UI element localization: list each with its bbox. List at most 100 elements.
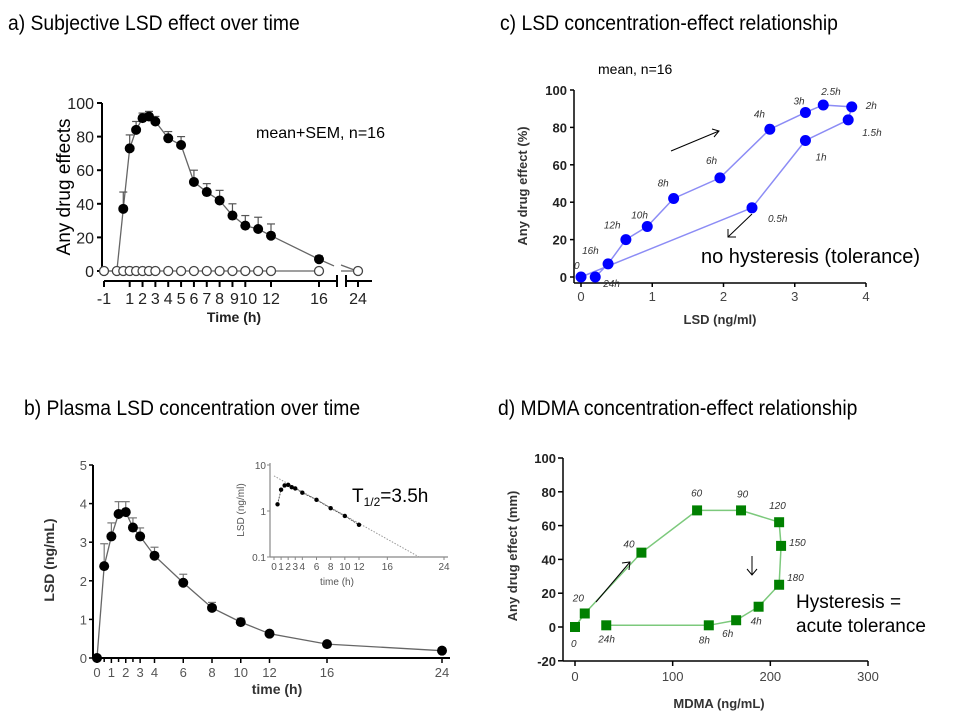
lsd-effect-point — [266, 230, 276, 241]
inset-x-tick-label: 16 — [382, 562, 394, 573]
mdma-conc-effect-point — [736, 505, 747, 516]
lsd-effect-point — [188, 176, 199, 187]
mdma-conc-effect-point — [570, 622, 580, 632]
x-tick-label: 4 — [151, 665, 158, 680]
arrowhead — [711, 128, 720, 138]
inset-x-tick-label: 3 — [292, 562, 298, 573]
placebo-point — [188, 265, 200, 277]
plasma-lsd-point — [127, 522, 138, 533]
inset-x-tick-label: 1 — [278, 562, 284, 573]
lsd-conc-effect-point — [602, 258, 614, 270]
plasma-lsd-point — [178, 577, 189, 588]
lsd-effect-point — [163, 133, 174, 144]
x-tick-label: 4 — [164, 291, 173, 308]
time-label: 4h — [754, 109, 766, 120]
x-tick-label: 2 — [122, 665, 129, 680]
x-tick-label: 8 — [215, 291, 224, 308]
mdma-conc-effect-point — [731, 615, 742, 626]
mdma-conc-effect-point — [774, 579, 785, 590]
lsd-conc-effect-point — [846, 101, 858, 113]
placebo-point — [150, 265, 161, 277]
lsd-conc-effect-point — [668, 192, 680, 204]
x-tick-label: 12 — [262, 291, 280, 308]
time-label: 8h — [658, 178, 670, 189]
x-tick-label: 1 — [108, 665, 115, 680]
panel-c-chart: 0 20 40 60 80 100 0 1 2 3 4 Any drug effect (%) LSD … — [515, 61, 920, 327]
inset-point — [293, 486, 298, 491]
x-tick-label: -1 — [97, 291, 111, 308]
arrow-back — [727, 213, 753, 238]
time-label: 180 — [787, 573, 804, 584]
plasma-lsd-point — [207, 602, 217, 613]
inset-x-tick-label: 10 — [339, 562, 351, 573]
arrow-up — [595, 561, 631, 603]
inset-y-tick-label: 1 — [260, 507, 266, 518]
y-tick-label: 1 — [80, 612, 87, 627]
time-label: 6h — [722, 629, 734, 640]
x-tick-label: 3 — [137, 665, 144, 680]
y-tick-label: 0 — [549, 620, 556, 635]
plasma-lsd-point — [106, 531, 117, 542]
lsd-effect-point — [227, 210, 238, 221]
half-life-subscript: 1/2 — [364, 495, 381, 509]
half-life-T: T — [352, 486, 364, 507]
inset-point — [275, 502, 280, 507]
panel-c-title: c) LSD concentration-effect relationship — [500, 12, 838, 35]
y-tick-label: 0 — [85, 264, 94, 281]
mdma-conc-effect-point — [703, 620, 714, 631]
inset-y-tick-label: 0.1 — [252, 553, 266, 564]
plasma-lsd-point — [135, 531, 146, 542]
x-tick-label: 9 — [230, 291, 239, 308]
y-tick-label: 60 — [553, 158, 567, 173]
lsd-conc-effect-point — [799, 106, 811, 118]
inset-fit-line — [273, 475, 420, 558]
y-tick-label: 2 — [80, 574, 87, 589]
lsd-effect-point — [253, 224, 264, 234]
time-label: 8h — [699, 635, 711, 646]
x-tick-label: 0 — [93, 665, 100, 680]
panel-b-title: b) Plasma LSD concentration over time — [24, 397, 361, 420]
placebo-point — [175, 265, 187, 277]
x-axis-label: Time (h) — [207, 309, 261, 325]
x-tick-label: 6 — [189, 291, 198, 308]
placebo-point — [163, 265, 174, 277]
half-life-annotation: T1/2=3.5h — [352, 486, 428, 509]
x-tick-label: 7 — [202, 291, 211, 308]
x-tick-label: 100 — [662, 669, 684, 684]
time-label: 10h — [631, 211, 648, 222]
placebo-point — [352, 265, 364, 277]
plasma-lsd-point — [92, 653, 102, 663]
lsd-effect-point — [240, 220, 251, 231]
inset-x-tick-label: 2 — [285, 562, 291, 573]
y-tick-label: 20 — [76, 230, 94, 247]
time-label: 4h — [751, 617, 763, 628]
inset-point — [300, 490, 305, 495]
placebo-point — [265, 265, 277, 277]
x-tick-label: 10 — [239, 291, 257, 308]
lsd-conc-effect-point — [817, 99, 829, 111]
y-axis-label: Any drug effect (mm) — [505, 491, 520, 622]
inset-point — [285, 482, 291, 488]
mdma-conc-effect-point — [776, 540, 787, 551]
inset-point — [314, 497, 319, 503]
time-label: 40 — [623, 540, 635, 551]
inset-point — [342, 513, 348, 519]
time-label: 16h — [582, 246, 599, 257]
x-axis-label: MDMA (ng/mL) — [673, 696, 764, 711]
x-tick-label: 4 — [862, 289, 869, 304]
time-label: 20 — [572, 593, 585, 604]
y-tick-label: 40 — [76, 197, 94, 214]
time-label: 2.5h — [820, 87, 841, 98]
inset-y-tick-label: 10 — [255, 461, 267, 472]
y-tick-label: -20 — [537, 654, 556, 669]
mdma-conc-effect-point — [579, 608, 590, 619]
mdma-conc-effect-point — [601, 620, 612, 631]
x-tick-label: 8 — [208, 665, 215, 680]
time-label: 24h — [597, 634, 615, 645]
lsd-conc-effect-point — [620, 234, 632, 246]
lsd-conc-effect-point — [641, 221, 653, 233]
time-label: 120 — [769, 501, 786, 512]
